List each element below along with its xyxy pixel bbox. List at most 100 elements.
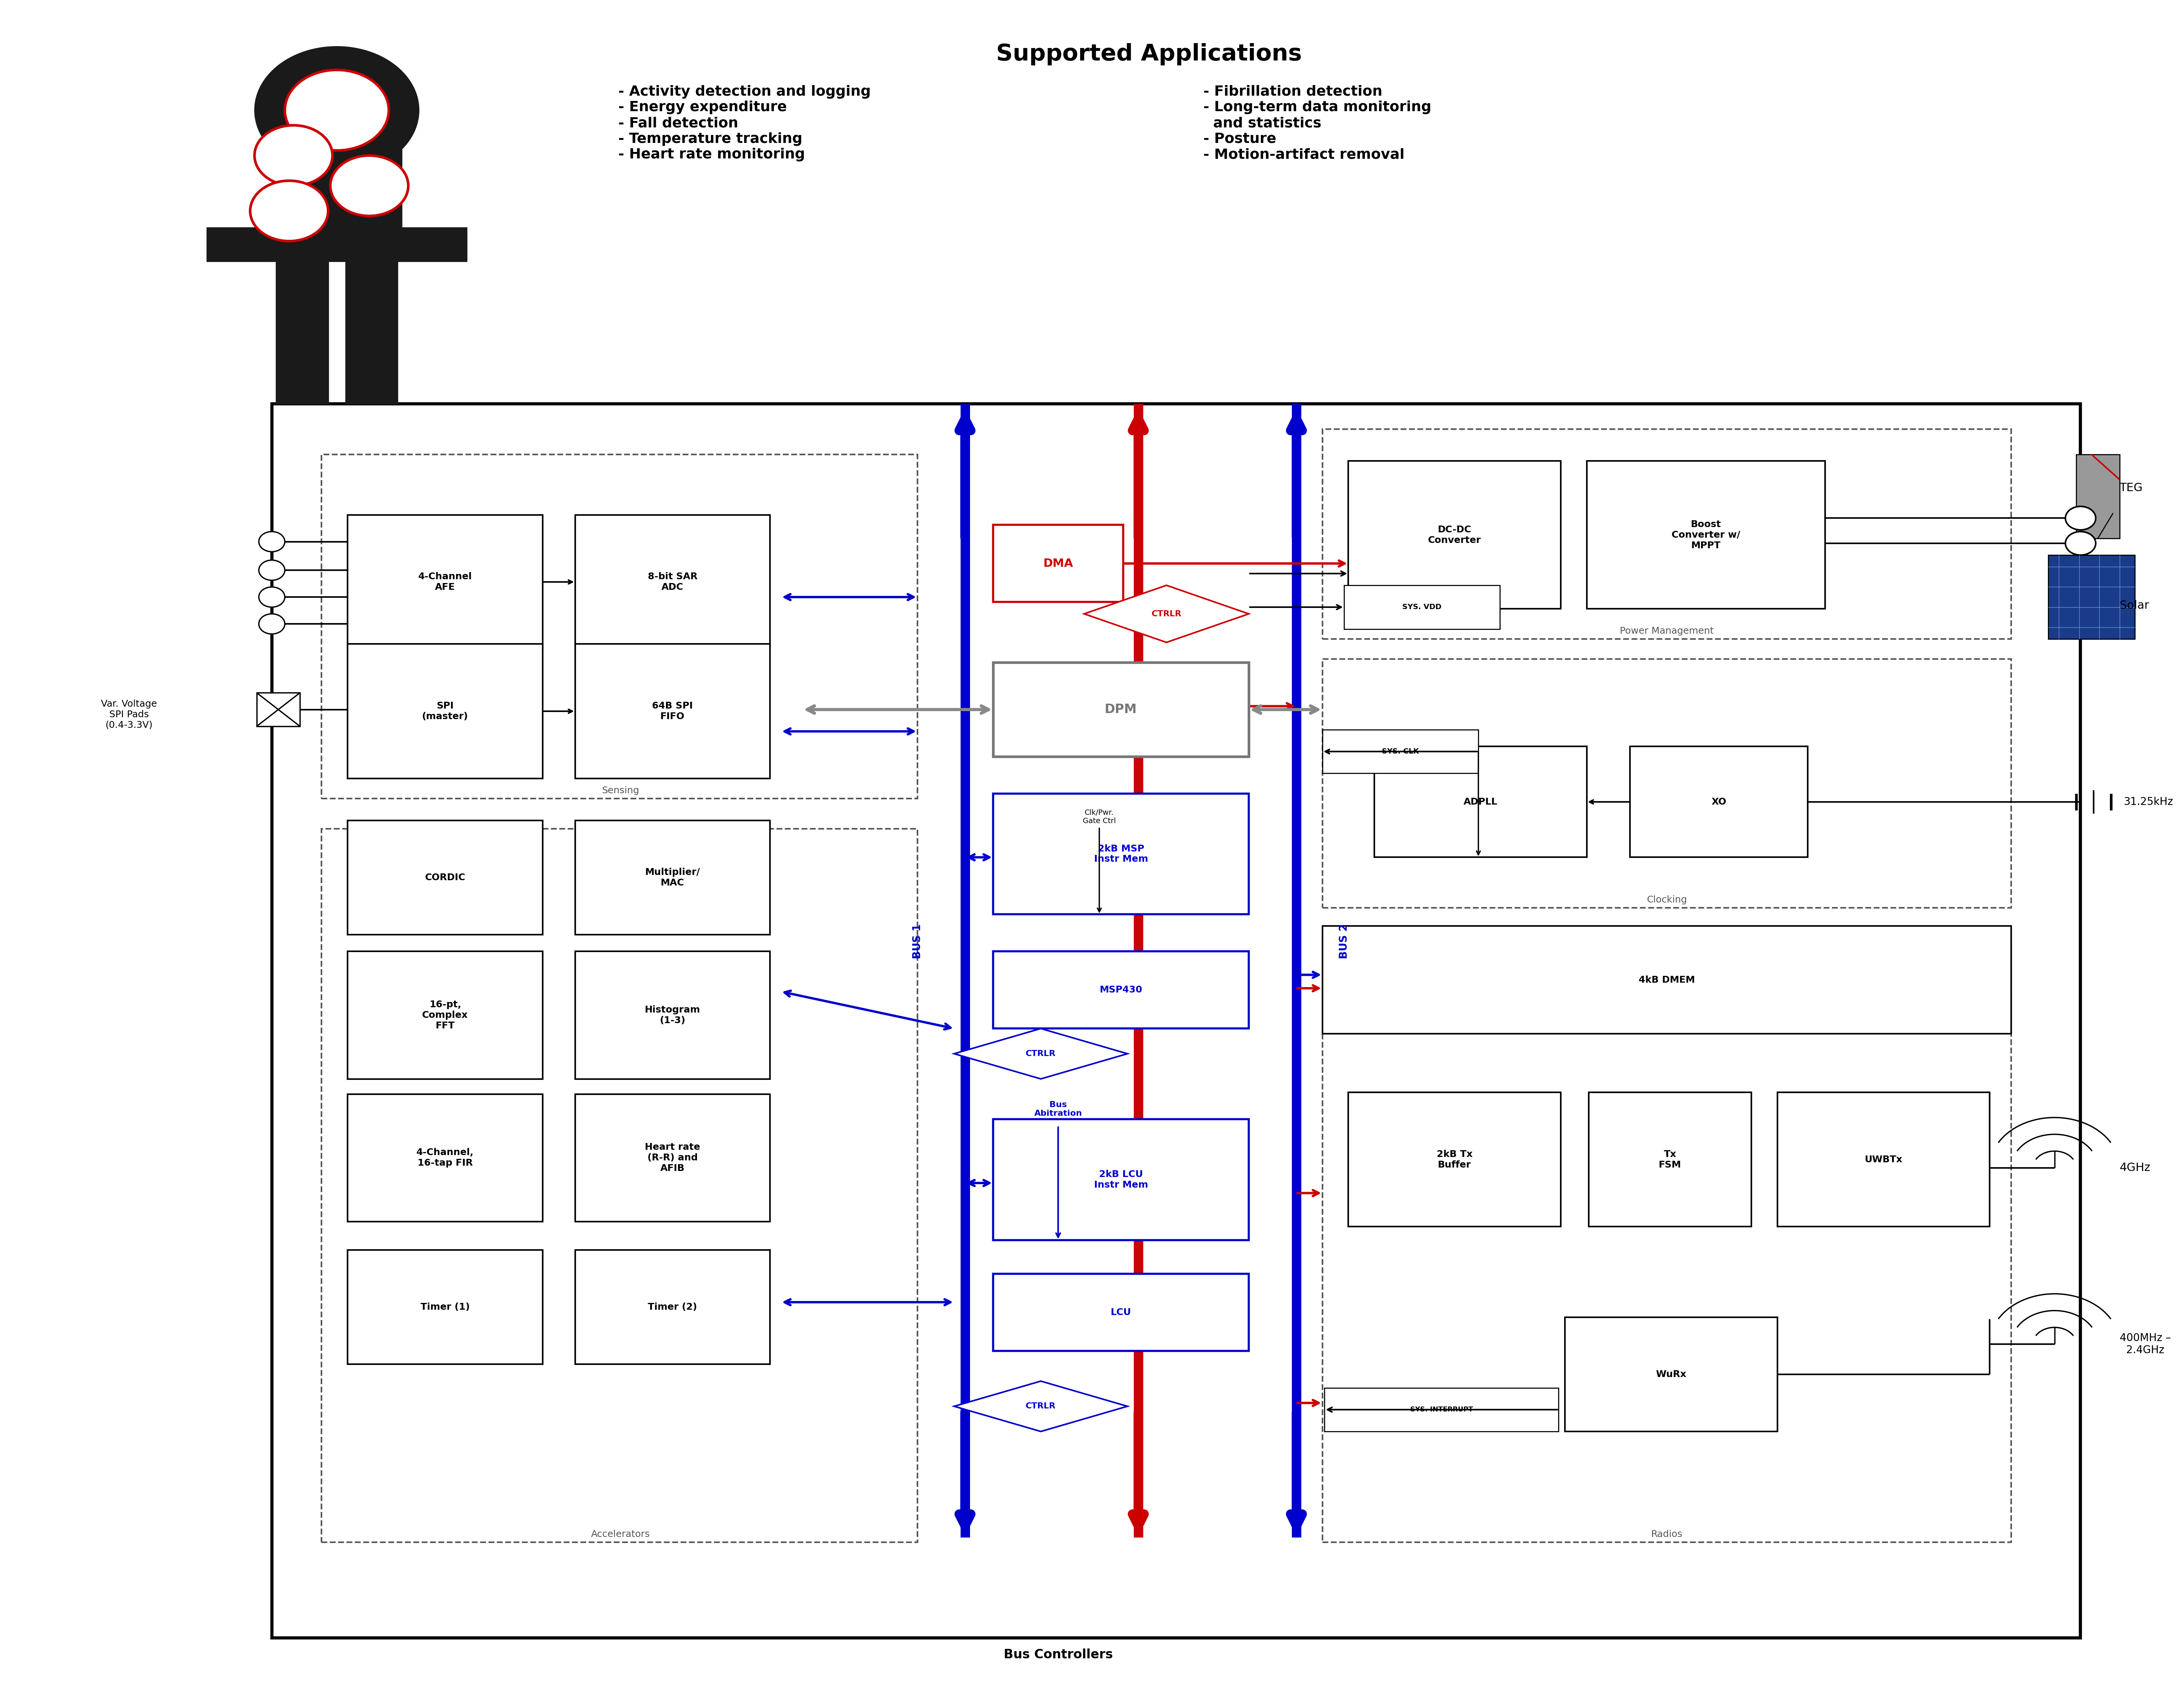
- Circle shape: [2066, 506, 2097, 530]
- Circle shape: [330, 156, 408, 215]
- Text: Accelerators: Accelerators: [592, 1530, 651, 1538]
- Circle shape: [251, 180, 328, 240]
- Text: CORDIC: CORDIC: [426, 872, 465, 883]
- Text: CTRLR: CTRLR: [1026, 1402, 1055, 1410]
- Bar: [1321, 659, 2011, 908]
- Bar: [347, 1094, 542, 1222]
- Bar: [347, 644, 542, 778]
- Text: Timer (1): Timer (1): [422, 1303, 470, 1311]
- Text: Heart rate
(R-R) and
AFIB: Heart rate (R-R) and AFIB: [644, 1143, 701, 1173]
- Text: Sensing: Sensing: [603, 787, 640, 795]
- Text: Supported Applications: Supported Applications: [996, 44, 1302, 66]
- Text: 31.25kHz: 31.25kHz: [2123, 797, 2173, 807]
- Circle shape: [260, 614, 284, 634]
- Bar: [402, 227, 467, 261]
- Bar: [574, 1251, 771, 1365]
- Bar: [1348, 461, 1562, 609]
- Bar: [994, 951, 1249, 1029]
- Text: BUS 2: BUS 2: [1339, 925, 1350, 958]
- Text: 400MHz –
2.4GHz: 400MHz – 2.4GHz: [2118, 1333, 2171, 1355]
- Bar: [574, 1094, 771, 1222]
- Bar: [1566, 1318, 1778, 1432]
- Bar: [1374, 746, 1588, 857]
- Text: XO: XO: [1712, 797, 1725, 807]
- Circle shape: [256, 126, 332, 185]
- Text: CTRLR: CTRLR: [1026, 1051, 1055, 1057]
- Bar: [1324, 1389, 1559, 1432]
- Polygon shape: [954, 1029, 1127, 1079]
- Text: Multiplier/
MAC: Multiplier/ MAC: [644, 867, 701, 888]
- Polygon shape: [954, 1382, 1127, 1432]
- Text: LCU: LCU: [1112, 1308, 1131, 1316]
- Text: TEG: TEG: [2118, 482, 2143, 494]
- Bar: [2049, 555, 2134, 639]
- Bar: [1321, 941, 2011, 1541]
- Text: 8-bit SAR
ADC: 8-bit SAR ADC: [649, 572, 697, 592]
- Bar: [275, 261, 328, 403]
- Text: Boost
Converter w/
MPPT: Boost Converter w/ MPPT: [1671, 519, 1741, 550]
- Bar: [2077, 454, 2118, 538]
- Bar: [347, 951, 542, 1079]
- Bar: [1321, 730, 1479, 773]
- Text: Clocking: Clocking: [1647, 896, 1686, 904]
- Text: Histogram
(1-3): Histogram (1-3): [644, 1005, 701, 1025]
- Text: 4-Channel
AFE: 4-Channel AFE: [417, 572, 472, 592]
- Text: Solar: Solar: [2118, 600, 2149, 610]
- Text: CTRLR: CTRLR: [1151, 610, 1182, 617]
- Bar: [345, 261, 397, 403]
- Text: 4GHz: 4GHz: [2118, 1162, 2151, 1173]
- Bar: [207, 227, 271, 261]
- Text: Bus Controllers: Bus Controllers: [1002, 1649, 1112, 1661]
- Bar: [1588, 1093, 1752, 1227]
- Polygon shape: [1083, 585, 1249, 642]
- Text: 4kB DMEM: 4kB DMEM: [1638, 975, 1695, 985]
- Text: SPI
(master): SPI (master): [422, 701, 467, 721]
- Bar: [321, 829, 917, 1541]
- Bar: [574, 951, 771, 1079]
- Bar: [258, 693, 299, 726]
- Circle shape: [260, 531, 284, 551]
- Bar: [574, 644, 771, 778]
- Text: BUS 1: BUS 1: [913, 925, 922, 958]
- Text: 2kB MSP
Instr Mem: 2kB MSP Instr Mem: [1094, 844, 1149, 864]
- Text: Radios: Radios: [1651, 1530, 1682, 1538]
- Circle shape: [260, 560, 284, 580]
- Bar: [271, 403, 2081, 1637]
- Bar: [994, 793, 1249, 914]
- Text: Tx
FSM: Tx FSM: [1660, 1150, 1682, 1170]
- Text: 2kB LCU
Instr Mem: 2kB LCU Instr Mem: [1094, 1170, 1149, 1190]
- Text: UWBTx: UWBTx: [1865, 1155, 1902, 1163]
- Bar: [321, 454, 917, 798]
- Text: DMA: DMA: [1044, 558, 1072, 568]
- Bar: [994, 1120, 1249, 1241]
- Text: Bus
Abitration: Bus Abitration: [1035, 1101, 1081, 1118]
- Text: 16-pt,
Complex
FFT: 16-pt, Complex FFT: [422, 1000, 467, 1030]
- Bar: [994, 524, 1123, 602]
- Text: DPM: DPM: [1105, 703, 1138, 716]
- Circle shape: [284, 71, 389, 151]
- Bar: [994, 1274, 1249, 1352]
- Text: WuRx: WuRx: [1655, 1370, 1686, 1378]
- Text: Timer (2): Timer (2): [649, 1303, 697, 1311]
- Bar: [347, 1251, 542, 1365]
- Bar: [347, 514, 542, 649]
- Text: DC-DC
Converter: DC-DC Converter: [1428, 524, 1481, 545]
- Text: MSP430: MSP430: [1099, 985, 1142, 995]
- Bar: [1343, 585, 1500, 629]
- Text: - Activity detection and logging
- Energy expenditure
- Fall detection
- Tempera: - Activity detection and logging - Energ…: [618, 86, 871, 161]
- Bar: [1321, 429, 2011, 639]
- Text: 4-Channel,
16-tap FIR: 4-Channel, 16-tap FIR: [417, 1148, 474, 1168]
- Bar: [1588, 461, 1826, 609]
- Bar: [1629, 746, 1808, 857]
- Bar: [994, 662, 1249, 756]
- Text: SYS. CLK: SYS. CLK: [1382, 748, 1420, 755]
- Bar: [1321, 926, 2011, 1034]
- Circle shape: [2066, 531, 2097, 555]
- Text: SYS. VDD: SYS. VDD: [1402, 603, 1441, 610]
- Text: 64B SPI
FIFO: 64B SPI FIFO: [653, 701, 692, 721]
- Circle shape: [260, 587, 284, 607]
- Bar: [574, 514, 771, 649]
- Text: ADPLL: ADPLL: [1463, 797, 1498, 807]
- Text: Power Management: Power Management: [1621, 627, 1714, 635]
- Bar: [574, 820, 771, 935]
